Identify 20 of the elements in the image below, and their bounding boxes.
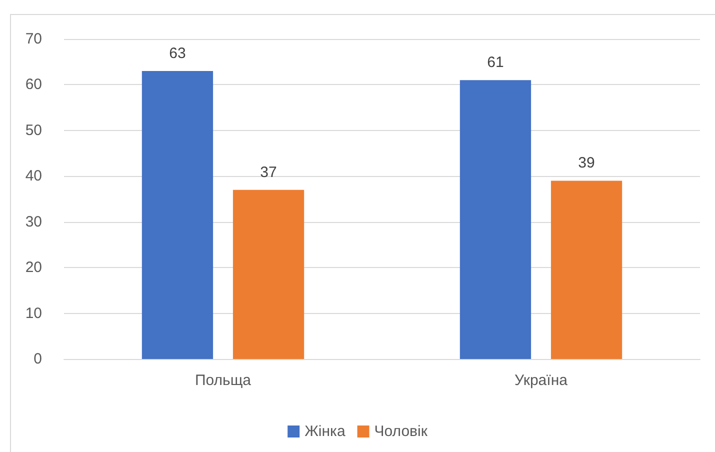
bar [232, 190, 304, 359]
bar [550, 180, 622, 359]
bar [460, 80, 532, 359]
data-label: 39 [578, 154, 595, 172]
y-tick-label: 70 [25, 30, 42, 48]
legend-label: Жінка [304, 423, 346, 440]
y-tick-label: 30 [25, 213, 42, 230]
y-tick-label: 0 [34, 350, 42, 368]
data-label: 61 [487, 54, 504, 72]
data-label: 63 [169, 45, 186, 62]
y-tick-label: 20 [25, 259, 42, 276]
x-tick-label: Польща [194, 372, 252, 389]
y-tick-label: 40 [25, 168, 42, 185]
x-tick-label: Україна [514, 372, 568, 389]
y-tick-label: 50 [25, 122, 42, 139]
y-tick-label: 60 [25, 76, 42, 94]
data-label: 37 [260, 164, 277, 181]
y-tick-label: 10 [25, 304, 42, 322]
bar [142, 71, 214, 359]
legend-label: Чоловік [374, 423, 428, 440]
